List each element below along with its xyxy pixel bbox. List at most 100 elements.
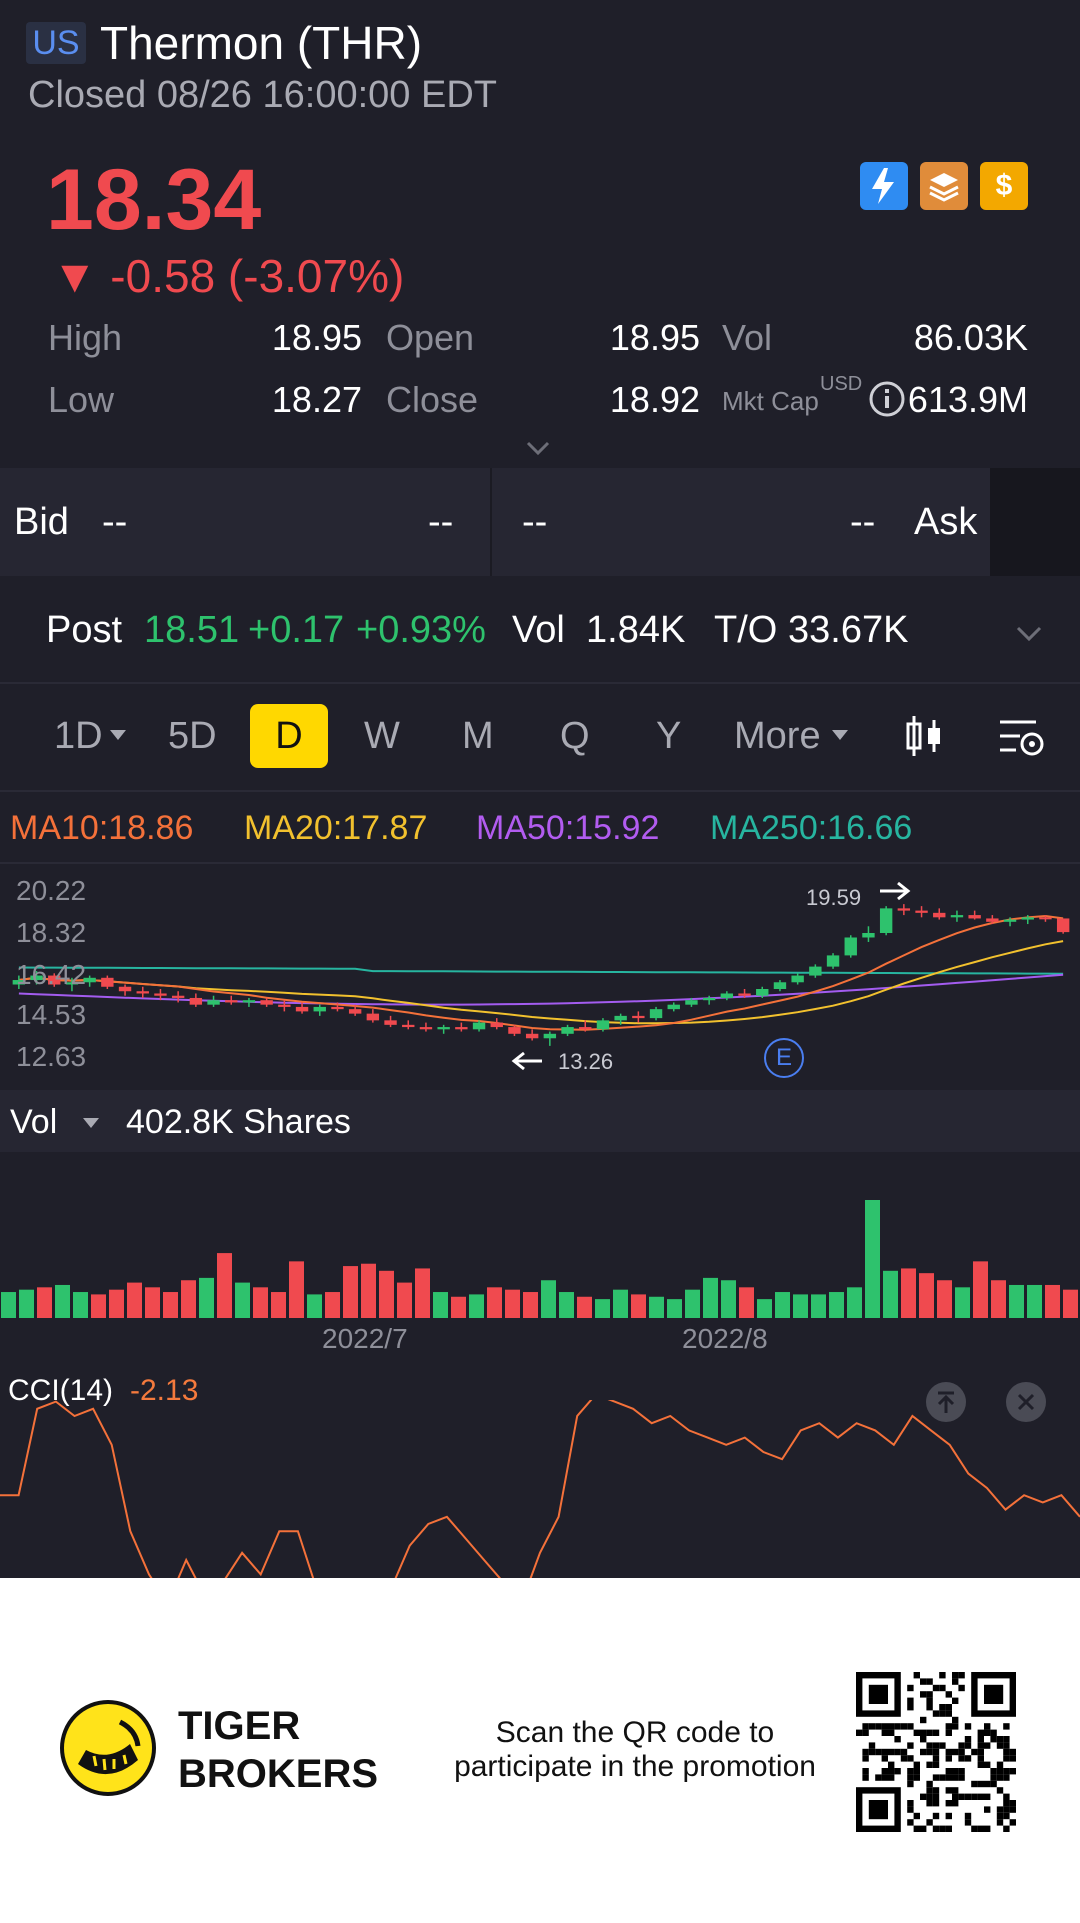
ma50-label: MA50:15.92 (476, 809, 660, 847)
post-pct: +0.93% (356, 609, 486, 651)
qr-module (881, 1729, 888, 1736)
qr-module (977, 1780, 984, 1788)
candle-body (295, 1006, 309, 1012)
qr-module (913, 1812, 920, 1820)
candle-body (791, 975, 804, 983)
candle-body (366, 1013, 380, 1021)
volume-bar (289, 1261, 304, 1318)
price-chart[interactable] (0, 860, 1080, 1086)
qr-finder (868, 1684, 888, 1704)
qr-module (977, 1736, 984, 1743)
candle-body (384, 1020, 397, 1025)
volume-bar (397, 1282, 412, 1318)
volume-chart[interactable] (0, 1190, 1080, 1320)
x-axis-label: 2022/8 (682, 1323, 768, 1354)
tab-d[interactable]: D (250, 704, 328, 768)
candle-body (968, 915, 981, 919)
volume-bar (883, 1270, 898, 1318)
candle-body (402, 1024, 415, 1028)
open-label: Open (386, 317, 475, 358)
pin-top-icon[interactable] (926, 1382, 966, 1422)
post-vol-label: Vol (512, 609, 565, 651)
candle-body (508, 1027, 521, 1034)
tab-5d[interactable]: 5D (168, 715, 217, 757)
tab-q[interactable]: Q (560, 715, 590, 757)
qr-module (881, 1768, 888, 1775)
qr-module (907, 1806, 914, 1813)
qr-module (1003, 1793, 1010, 1800)
volume-bar (451, 1296, 466, 1318)
lightning-icon[interactable] (860, 162, 908, 210)
post-expand-chevron-icon[interactable] (1014, 618, 1044, 648)
qr-module (1003, 1806, 1010, 1813)
qr-module (888, 1774, 895, 1781)
candle-body (702, 997, 716, 1001)
candlestick-type-icon[interactable] (902, 712, 946, 760)
qr-code[interactable] (856, 1672, 1016, 1832)
low-label: Low (48, 379, 115, 420)
qr-module (920, 1716, 927, 1724)
qr-module (875, 1774, 882, 1781)
post-to-label: T/O (714, 609, 778, 651)
qr-module (977, 1825, 984, 1832)
volume-header (0, 1090, 1080, 1152)
qr-module (913, 1729, 920, 1736)
volume-shares: 402.8K Shares (126, 1103, 351, 1141)
candle-body (48, 975, 61, 985)
volume-bar (1, 1292, 16, 1318)
volume-caret-icon[interactable] (82, 1116, 100, 1130)
volume-bar (361, 1263, 376, 1318)
qr-module (996, 1819, 1004, 1826)
tab-1d[interactable]: 1D (54, 715, 103, 757)
qr-module (952, 1793, 959, 1800)
qr-module (907, 1768, 914, 1775)
tab-more[interactable]: More (734, 715, 821, 757)
expand-chevron-icon[interactable] (524, 434, 552, 462)
tab-w[interactable]: W (364, 715, 400, 757)
qr-module (945, 1704, 952, 1711)
qr-module (907, 1774, 914, 1781)
candle-body (472, 1022, 486, 1030)
earnings-marker[interactable]: E (764, 1038, 804, 1078)
qr-module (1009, 1806, 1016, 1813)
qr-module (907, 1697, 914, 1704)
qr-module (1003, 1774, 1010, 1781)
qr-module (932, 1684, 940, 1692)
qr-module (926, 1761, 933, 1768)
dollar-icon[interactable]: $ (980, 162, 1028, 210)
qr-module (939, 1742, 946, 1749)
tab-m[interactable]: M (462, 715, 494, 757)
qr-module (939, 1672, 946, 1679)
chart-settings-icon[interactable] (996, 714, 1046, 762)
qr-module (920, 1691, 927, 1698)
qr-module (900, 1748, 908, 1756)
qr-module (907, 1684, 914, 1692)
qr-module (945, 1755, 952, 1762)
close-indicator-icon[interactable] (1006, 1382, 1046, 1422)
qr-module (971, 1825, 978, 1832)
qr-module (964, 1723, 972, 1730)
divider (0, 790, 1080, 792)
qr-module (862, 1755, 869, 1762)
tab-y[interactable]: Y (656, 715, 682, 757)
volume-bar (433, 1292, 448, 1318)
volume-bar (469, 1294, 484, 1318)
price-axis-label: 20.22 (16, 875, 87, 906)
qr-module (945, 1787, 952, 1794)
cci-chart[interactable] (0, 1400, 1080, 1578)
layers-icon[interactable] (920, 162, 968, 210)
qr-module (984, 1806, 991, 1813)
qr-module (907, 1704, 914, 1711)
qr-module (888, 1748, 895, 1756)
volume-label[interactable]: Vol (10, 1103, 58, 1141)
qr-module (920, 1678, 927, 1685)
qr-module (958, 1774, 965, 1781)
info-icon[interactable] (868, 380, 906, 418)
volume-bar (109, 1289, 124, 1318)
volume-bar (235, 1282, 250, 1318)
qr-module (945, 1729, 952, 1736)
qr-module (945, 1691, 952, 1698)
candle-body (260, 1000, 273, 1005)
qr-module (862, 1723, 869, 1730)
qr-module (920, 1736, 927, 1743)
